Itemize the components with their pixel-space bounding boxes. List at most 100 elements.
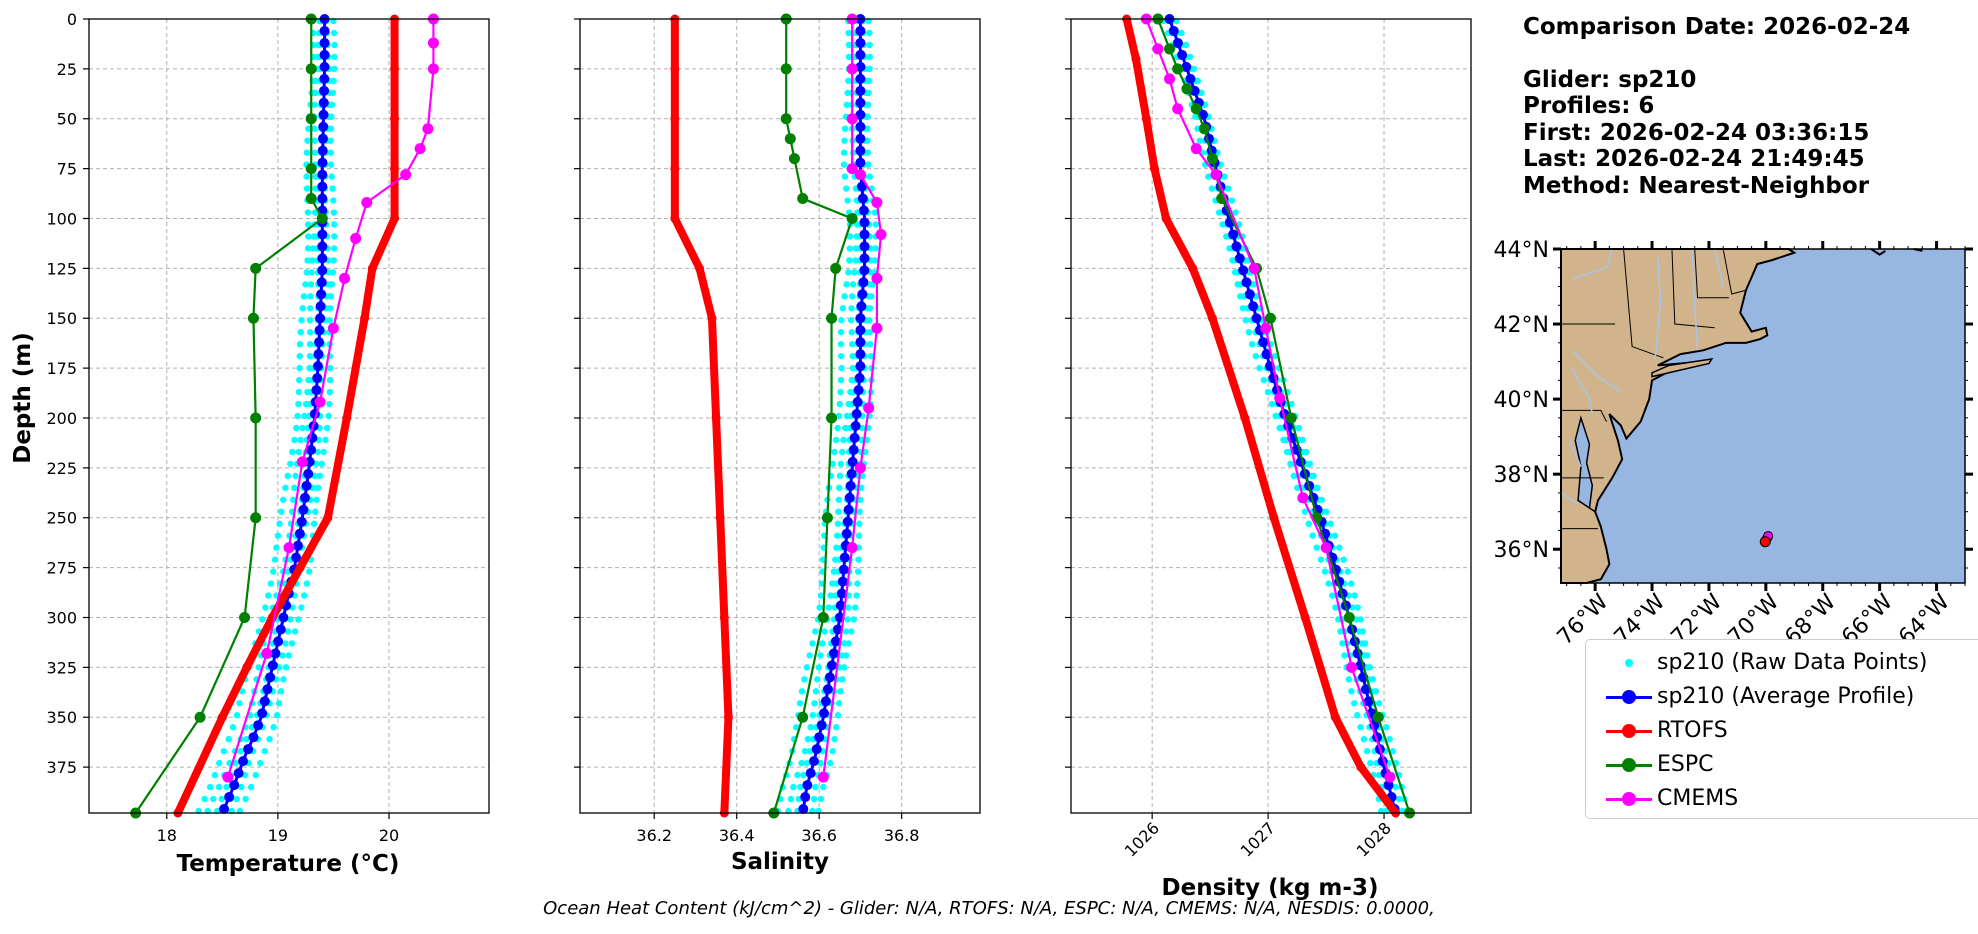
series-marker [1244, 289, 1255, 300]
raw-point [849, 281, 857, 288]
raw-point [305, 125, 312, 132]
raw-point [1268, 400, 1276, 408]
series-marker [1206, 153, 1218, 165]
raw-point [296, 340, 304, 348]
series-marker [1285, 412, 1297, 424]
raw-point [1392, 783, 1399, 791]
raw-point [866, 29, 873, 37]
series-marker [855, 121, 866, 132]
salinity-axis-label: Salinity [731, 849, 829, 875]
raw-point [314, 484, 322, 492]
raw-point [292, 424, 300, 432]
raw-point [270, 724, 277, 731]
raw-point [806, 652, 813, 659]
series-marker [1297, 492, 1309, 504]
series-marker [361, 197, 373, 209]
raw-point [302, 281, 309, 288]
raw-point [817, 652, 824, 659]
y-tick-label: 375 [46, 758, 77, 777]
series-marker [846, 63, 858, 75]
raw-point [282, 484, 289, 492]
series-line [134, 19, 324, 814]
series-marker [319, 61, 330, 72]
series-marker [253, 720, 264, 731]
series-marker [316, 289, 327, 300]
series-marker [1149, 164, 1159, 174]
raw-point [843, 281, 850, 288]
raw-point [238, 783, 245, 791]
raw-point [866, 329, 873, 336]
raw-point [1260, 376, 1267, 384]
series-marker [855, 49, 866, 60]
series-marker [855, 97, 866, 108]
series-marker [319, 37, 330, 48]
series-marker [859, 253, 870, 264]
raw-point [306, 340, 314, 348]
raw-point [1340, 556, 1347, 563]
raw-point [1186, 53, 1194, 61]
raw-point [257, 759, 264, 767]
series-marker [1330, 712, 1340, 722]
series-marker [855, 61, 866, 72]
series-marker [314, 325, 325, 336]
raw-point [1336, 544, 1343, 551]
raw-point [831, 735, 838, 743]
raw-point [316, 472, 324, 480]
raw-point [306, 568, 313, 575]
raw-point [300, 293, 308, 300]
series-marker [830, 262, 842, 274]
series-marker [841, 528, 852, 539]
series-marker [1172, 103, 1184, 115]
raw-point [330, 257, 337, 264]
raw-point [825, 604, 833, 611]
y-tick-label: 0 [67, 10, 77, 29]
raw-point [1359, 628, 1366, 635]
raw-point [304, 221, 312, 228]
raw-point [1205, 173, 1212, 180]
series-marker [313, 349, 324, 360]
raw-point [801, 676, 808, 683]
raw-point [803, 664, 811, 671]
raw-point [306, 352, 314, 360]
raw-point [282, 664, 290, 671]
raw-point [865, 89, 872, 97]
raw-point [841, 125, 849, 132]
raw-point [298, 317, 305, 324]
series-marker [317, 181, 328, 192]
series-marker [259, 696, 270, 707]
series-marker [427, 37, 439, 49]
raw-point [328, 101, 336, 108]
series-marker [719, 612, 729, 622]
series-marker [830, 636, 841, 647]
raw-point [1198, 89, 1205, 97]
series-marker [250, 412, 262, 424]
raw-point [331, 41, 338, 49]
series-marker [788, 153, 800, 165]
raw-point [840, 149, 848, 156]
raw-point [872, 221, 879, 228]
x-tick-label: 36.8 [884, 826, 920, 845]
y-tick-label: 150 [46, 309, 77, 328]
series-marker [273, 636, 284, 647]
raw-point [288, 640, 296, 647]
series-marker [784, 133, 796, 145]
series-marker [314, 396, 326, 408]
raw-point [210, 795, 217, 803]
raw-point [312, 508, 319, 515]
series-cmems-3 [1140, 13, 1396, 783]
series-marker [360, 313, 370, 323]
raw-point [292, 472, 299, 480]
raw-point [215, 783, 223, 791]
series-marker [670, 64, 680, 74]
series-marker [859, 265, 870, 276]
raw-point [843, 101, 850, 108]
series-espc-2 [768, 13, 858, 819]
raw-point [851, 269, 858, 276]
series-marker [1164, 43, 1176, 55]
raw-point [1208, 185, 1216, 192]
raw-point [1322, 508, 1330, 515]
series-marker [1346, 661, 1358, 673]
raw-point [866, 41, 873, 49]
raw-point [289, 496, 297, 503]
raw-point [306, 305, 314, 312]
